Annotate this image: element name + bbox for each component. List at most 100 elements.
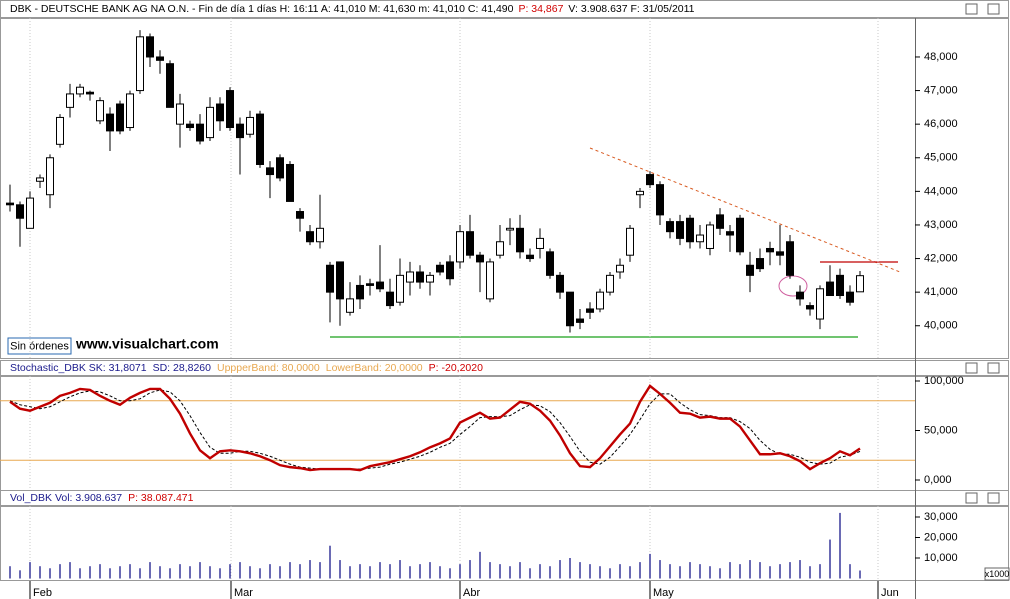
candle-body [706,224,714,249]
close-button[interactable] [987,492,1000,504]
header-text: P: -20,2020 [429,362,483,374]
candle-body [276,157,284,179]
orders-label: Sin órdenes [10,340,69,352]
candle-body [106,113,114,132]
candle-body [526,254,534,260]
candle-body [356,284,364,300]
candle-body [806,305,814,310]
candle-body [566,291,574,327]
y-tick-label: 46,000 [924,118,958,130]
panel-frame [0,18,1009,359]
candle-body [176,103,184,125]
candle-body [786,241,794,276]
candle-body [46,157,54,196]
candle-body [546,251,554,276]
x-tick-label: Abr [463,587,480,599]
y-tick-label: 50,000 [924,424,958,436]
candle-body [836,274,844,297]
candle-body [166,63,174,108]
candle-body [206,106,214,139]
candle-body [246,116,254,135]
y-tick-label: 100,000 [924,375,964,387]
candle-body [856,275,864,293]
y-tick-label: 48,000 [924,51,958,63]
candle-body [216,103,224,122]
series-line [9,389,861,470]
close-button[interactable] [987,3,1000,15]
y-tick-label: 41,000 [924,286,958,298]
candle-body [396,274,404,303]
candle-body [646,174,654,186]
header: Vol_DBK Vol: 3.908.637 P: 38.087.471 [10,492,194,504]
header-text: Stochastic_DBK SK: 31,8071 [10,362,147,374]
y-tick-label: 0,000 [924,474,952,486]
candle-body [196,123,204,142]
candle-body [286,163,294,202]
candle-body [606,274,614,293]
candle-body [476,254,484,263]
candle-body [236,123,244,139]
header-text: LowerBand: 20,0000 [326,362,423,374]
candle-body [636,190,644,196]
candle-body [716,214,724,229]
header-bar [0,0,1009,18]
orders-button[interactable] [7,337,72,355]
candle-body [336,261,344,300]
candle-body [796,291,804,300]
x-tick-label: Mar [234,587,253,599]
close-button[interactable] [987,362,1000,374]
maximize-button[interactable] [965,3,978,15]
watermark: www.visualchart.com [75,336,219,352]
candle-body [436,264,444,273]
candle-body [56,116,64,145]
maximize-button[interactable] [965,492,978,504]
candle-body [266,167,274,176]
candle-body [626,227,634,256]
y-tick-label: 40,000 [924,320,958,332]
candle-body [316,227,324,243]
candle-body [156,56,164,61]
candle-body [516,227,524,253]
candle-body [146,36,154,58]
candle-body [136,36,144,92]
candle-body [366,283,374,286]
candle-body [306,231,314,243]
candle-body [666,221,674,233]
candle-body [326,264,334,293]
window-buttons [965,3,1000,504]
candle-body [736,217,744,253]
header-text: P: 38.087.471 [128,492,194,504]
candle-body [676,221,684,239]
candle-body [86,91,94,95]
header-text: UppperBand: 80,0000 [217,362,320,374]
header-text: SD: 28,8260 [153,362,212,374]
maximize-button[interactable] [965,362,978,374]
candle-body [486,261,494,300]
y-tick-label: 45,000 [924,152,958,164]
candle-body [466,231,474,256]
candle-body [616,264,624,273]
candle-body [496,241,504,256]
panel-frame [0,376,1009,491]
candle-body [816,288,824,320]
candle-body [656,184,664,216]
candle-body [686,217,694,243]
y-tick-label: 10,000 [924,552,958,564]
panel-frame [0,506,1009,581]
candle-body [36,177,44,182]
candle-body [386,291,394,307]
candle-body [506,227,514,231]
x-tick-label: Feb [33,587,52,599]
candle-body [416,271,424,283]
candle-body [116,103,124,132]
candle-body [756,258,764,270]
candle-body [96,100,104,122]
candle-body [696,234,704,243]
trend-line [589,147,901,273]
candle-body [766,247,774,253]
y-tick-label: 47,000 [924,84,958,96]
y-tick-label: 30,000 [924,511,958,523]
candle-body [66,93,74,108]
candle-body [376,281,384,290]
